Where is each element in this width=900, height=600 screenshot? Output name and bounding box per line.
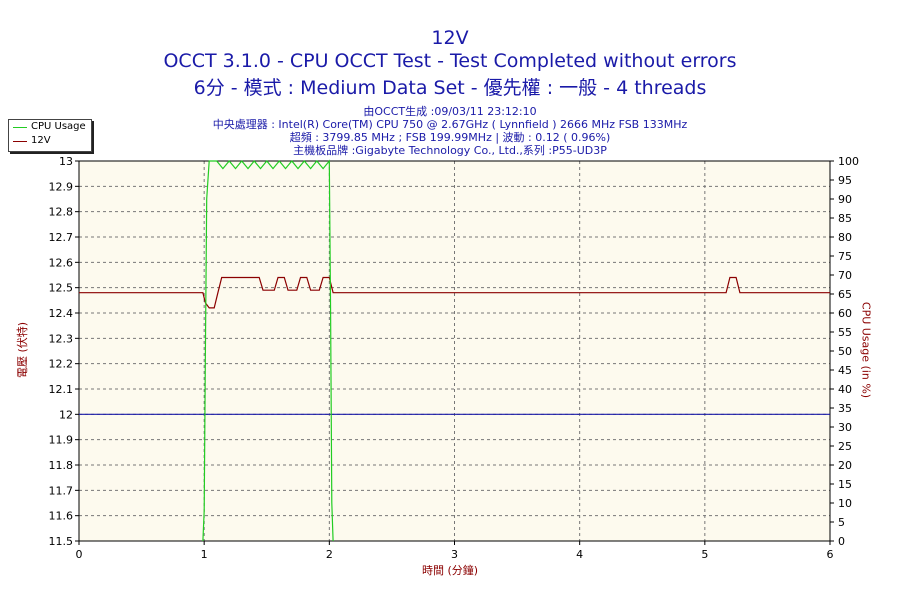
- y-right-tick-label: 95: [838, 174, 852, 187]
- y-right-tick-label: 90: [838, 193, 852, 206]
- y-right-tick-label: 25: [838, 440, 852, 453]
- legend-item-12v: 12V: [9, 134, 91, 148]
- series-line-cpu-usage: [202, 159, 334, 542]
- y-left-tick-label: 12.5: [49, 282, 74, 295]
- y-right-tick-label: 80: [838, 231, 852, 244]
- y-right-tick-label: 40: [838, 383, 852, 396]
- x-tick-label: 4: [576, 548, 583, 561]
- generated-info: 由OCCT生成 :09/03/11 23:12:10: [363, 105, 537, 118]
- legend-swatch-cpu-usage: [13, 127, 27, 128]
- y-left-tick-label: 12: [59, 408, 73, 421]
- y-right-tick-label: 35: [838, 402, 852, 415]
- legend: CPU Usage 12V: [8, 119, 92, 152]
- y-left-tick-label: 11.9: [49, 434, 74, 447]
- x-tick-label: 1: [201, 548, 208, 561]
- y-left-tick-label: 12.7: [49, 231, 74, 244]
- legend-label-12v: 12V: [31, 135, 51, 146]
- y-right-tick-label: 10: [838, 497, 852, 510]
- series-line-12v: [79, 276, 830, 309]
- x-tick-label: 2: [326, 548, 333, 561]
- y-left-tick-label: 12.2: [49, 358, 74, 371]
- y-right-tick-label: 45: [838, 364, 852, 377]
- legend-swatch-12v: [13, 141, 27, 142]
- y-right-tick-label: 75: [838, 250, 852, 263]
- y-left-tick-label: 11.8: [49, 459, 74, 472]
- y-left-tick-label: 11.5: [49, 535, 74, 548]
- y-right-tick-label: 65: [838, 288, 852, 301]
- y-right-tick-label: 70: [838, 269, 852, 282]
- test-config-title: 6分 - 模式 : Medium Data Set - 優先權 : 一般 - 4…: [193, 77, 707, 99]
- y-left-tick-label: 12.3: [49, 332, 74, 345]
- y-right-tick-label: 50: [838, 345, 852, 358]
- y-left-tick-label: 12.4: [49, 307, 74, 320]
- y-left-tick-label: 12.9: [49, 180, 74, 193]
- y-left-tick-label: 12.6: [49, 256, 74, 269]
- y-right-tick-label: 55: [838, 326, 852, 339]
- y-axis-left-label: 電壓 (伏特): [16, 321, 29, 379]
- y-right-tick-label: 60: [838, 307, 852, 320]
- y-right-tick-label: 0: [838, 535, 845, 548]
- x-tick-label: 3: [451, 548, 458, 561]
- y-left-tick-label: 12.8: [49, 206, 74, 219]
- y-right-tick-label: 15: [838, 478, 852, 491]
- x-tick-label: 0: [76, 548, 83, 561]
- y-left-tick-label: 11.6: [49, 510, 74, 523]
- y-axis-right-label: CPU Usage (in %): [859, 301, 873, 399]
- motherboard-info: 主機板品牌 :Gigabyte Technology Co., Ltd.,系列 …: [293, 144, 607, 157]
- cpu-info: 中央處理器 : Intel(R) Core(TM) CPU 750 @ 2.67…: [212, 118, 688, 131]
- y-left-tick-label: 13: [59, 155, 73, 168]
- legend-item-cpu-usage: CPU Usage: [9, 120, 91, 134]
- y-right-tick-label: 100: [838, 155, 859, 168]
- x-tick-label: 6: [827, 548, 834, 561]
- y-left-tick-label: 11.7: [49, 484, 74, 497]
- y-left-tick-label: 12.1: [49, 383, 74, 396]
- y-right-tick-label: 30: [838, 421, 852, 434]
- x-axis-label: 時間 (分鐘): [421, 564, 479, 577]
- y-right-tick-label: 5: [838, 516, 845, 529]
- legend-label-cpu-usage: CPU Usage: [31, 121, 86, 132]
- x-tick-label: 5: [701, 548, 708, 561]
- y-right-tick-label: 20: [838, 459, 852, 472]
- test-status-title: OCCT 3.1.0 - CPU OCCT Test - Test Comple…: [163, 50, 737, 72]
- chart-title: 12V: [431, 27, 469, 49]
- frequency-info: 超頻 : 3799.85 MHz ; FSB 199.99MHz | 波動 : …: [289, 131, 611, 144]
- plot-border: [78, 160, 831, 542]
- y-right-tick-label: 85: [838, 212, 852, 225]
